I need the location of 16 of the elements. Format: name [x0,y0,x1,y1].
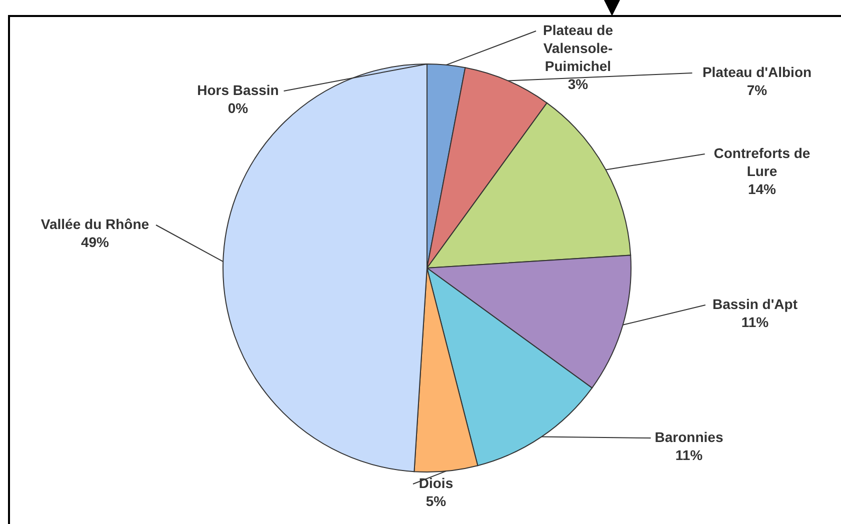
data-label: 5% [426,493,447,509]
data-label: 7% [746,82,768,98]
slice-label: Plateau de Valensole-Puimichel [542,22,614,74]
slice-label: Contreforts de Lure [714,145,810,179]
slice-label: Bassin d'Apt [712,296,798,312]
slice-label: Plateau d'Albion [702,64,812,80]
data-label: 49% [80,234,110,250]
category-label: Hors Bassin [197,82,279,98]
data-label: 14% [748,181,777,197]
data-label: 11% [741,314,770,330]
data-label: 11% [675,447,704,463]
text: 0% [228,100,248,116]
slice-label: Baronnies [654,429,724,445]
slice-label: Diois [418,475,454,491]
slice-label: Vallée du Rhône [40,216,150,232]
data-label: 3% [568,76,589,92]
